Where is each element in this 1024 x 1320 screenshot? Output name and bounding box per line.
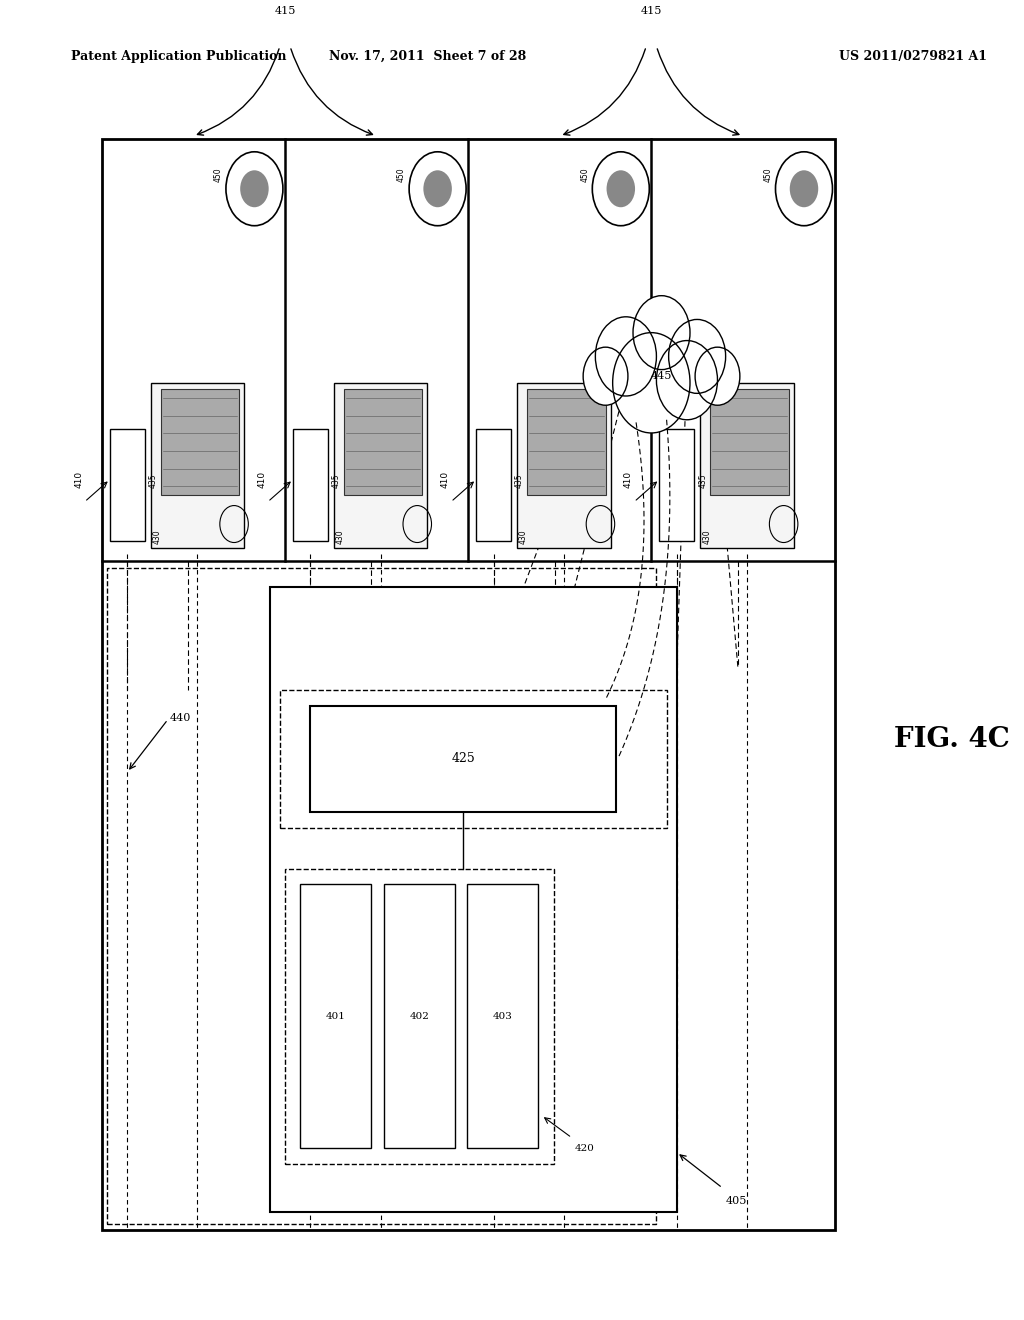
Text: 450: 450 xyxy=(214,168,223,182)
Text: Patent Application Publication: Patent Application Publication xyxy=(72,50,287,63)
Circle shape xyxy=(633,296,690,370)
Bar xyxy=(334,383,427,548)
Circle shape xyxy=(695,347,740,405)
Text: US 2011/0279821 A1: US 2011/0279821 A1 xyxy=(840,50,987,63)
Circle shape xyxy=(595,317,656,396)
Circle shape xyxy=(790,170,818,207)
Text: 435: 435 xyxy=(515,474,524,488)
Text: 435: 435 xyxy=(148,474,158,488)
Text: 403: 403 xyxy=(493,1012,513,1020)
Text: 415: 415 xyxy=(641,5,663,16)
Bar xyxy=(476,429,511,541)
Circle shape xyxy=(606,170,635,207)
Bar xyxy=(310,706,615,812)
Bar xyxy=(344,389,422,495)
Circle shape xyxy=(423,170,452,207)
Text: 410: 410 xyxy=(258,471,266,488)
Bar xyxy=(101,139,835,1230)
Bar xyxy=(527,389,605,495)
Bar xyxy=(285,869,554,1164)
Bar xyxy=(384,884,455,1148)
Text: 410: 410 xyxy=(440,471,450,488)
Text: 410: 410 xyxy=(624,471,633,488)
Circle shape xyxy=(583,347,628,405)
Bar xyxy=(161,389,240,495)
Circle shape xyxy=(669,319,726,393)
Bar xyxy=(151,383,245,548)
Bar xyxy=(293,429,328,541)
Bar xyxy=(280,690,667,828)
Text: 401: 401 xyxy=(326,1012,346,1020)
Text: 430: 430 xyxy=(153,529,162,544)
Bar xyxy=(659,429,694,541)
Text: 440: 440 xyxy=(515,779,537,789)
Bar xyxy=(300,884,372,1148)
Bar xyxy=(700,383,794,548)
Text: 450: 450 xyxy=(397,168,407,182)
Text: 450: 450 xyxy=(581,168,589,182)
Text: Nov. 17, 2011  Sheet 7 of 28: Nov. 17, 2011 Sheet 7 of 28 xyxy=(329,50,526,63)
Text: 420: 420 xyxy=(575,1144,595,1154)
Circle shape xyxy=(612,333,690,433)
Circle shape xyxy=(656,341,718,420)
Text: 430: 430 xyxy=(336,529,345,544)
Text: 430: 430 xyxy=(702,529,712,544)
Bar xyxy=(106,568,656,1224)
Text: 430: 430 xyxy=(519,529,528,544)
Bar xyxy=(110,429,144,541)
Text: 402: 402 xyxy=(410,1012,429,1020)
Circle shape xyxy=(241,170,268,207)
Bar xyxy=(269,587,677,1212)
Text: 450: 450 xyxy=(764,168,772,182)
Bar xyxy=(467,884,539,1148)
Bar xyxy=(517,383,610,548)
Text: 440: 440 xyxy=(170,713,191,723)
Text: FIG. 4C: FIG. 4C xyxy=(894,726,1010,752)
Text: 435: 435 xyxy=(698,474,708,488)
Text: 425: 425 xyxy=(452,752,475,766)
Text: 415: 415 xyxy=(274,5,296,16)
Text: 435: 435 xyxy=(332,474,341,488)
Bar xyxy=(711,389,788,495)
Text: 445: 445 xyxy=(651,371,672,381)
Text: 405: 405 xyxy=(726,1196,746,1206)
Text: 410: 410 xyxy=(75,471,83,488)
